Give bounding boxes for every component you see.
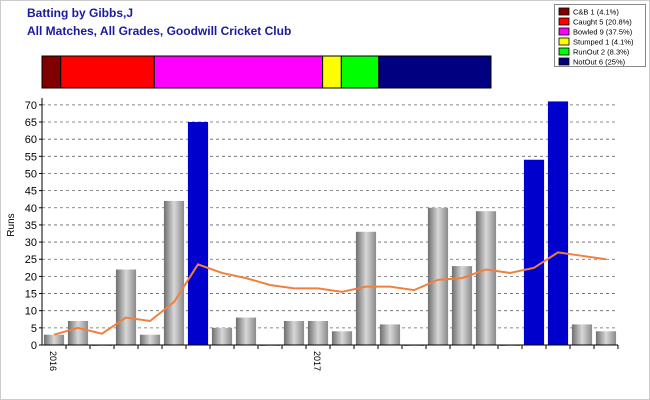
dismissal-segment	[41, 55, 62, 89]
bar	[523, 159, 545, 345]
bar	[67, 320, 89, 345]
average-line	[53, 251, 607, 336]
chart-title: Batting by Gibbs,J	[27, 6, 133, 20]
y-tick-label: 25	[25, 254, 37, 266]
x-tick-label: 2017	[312, 351, 322, 371]
legend-swatch	[558, 57, 570, 66]
y-tick-label: 45	[25, 186, 37, 198]
y-tick-label: 40	[25, 203, 37, 215]
bar	[163, 200, 185, 345]
chart-subtitle: All Matches, All Grades, Goodwill Cricke…	[27, 24, 291, 38]
y-tick-label: 10	[25, 306, 37, 318]
y-tick-label: 20	[25, 271, 37, 283]
bar	[211, 327, 233, 345]
legend-label: Caught 5 (20.8%)	[573, 18, 632, 27]
bar	[139, 334, 161, 345]
bar	[547, 101, 569, 345]
dismissal-segment	[322, 55, 342, 89]
legend-label: C&B 1 (4.1%)	[573, 8, 619, 17]
dismissal-segment	[153, 55, 324, 89]
bar	[355, 231, 377, 345]
bar	[331, 331, 353, 345]
dismissal-segment	[378, 55, 492, 89]
bar	[595, 331, 617, 345]
legend-label: NotOut 6 (25%)	[573, 58, 626, 67]
legend-swatch	[558, 17, 570, 26]
bar	[307, 320, 329, 345]
y-tick-label: 70	[25, 100, 37, 112]
legend-swatch	[558, 47, 570, 56]
legend-label: RunOut 2 (8.3%)	[573, 48, 630, 57]
legend-swatch	[558, 7, 570, 16]
bar	[283, 320, 305, 345]
bar	[379, 324, 401, 345]
bar	[571, 324, 593, 345]
bar	[427, 207, 449, 345]
legend-label: Bowled 9 (37.5%)	[573, 28, 633, 37]
y-tick-label: 55	[25, 151, 37, 163]
bar	[115, 269, 137, 345]
y-tick-label: 15	[25, 289, 37, 301]
y-tick-label: 30	[25, 237, 37, 249]
y-tick-label: 5	[31, 323, 37, 335]
legend-swatch	[558, 27, 570, 36]
y-axis-label: Runs	[6, 213, 17, 236]
legend-label: Stumped 1 (4.1%)	[573, 38, 634, 47]
y-tick-label: 65	[25, 117, 37, 129]
bar	[187, 122, 209, 345]
x-tick-label: 2016	[48, 351, 58, 371]
y-tick-label: 35	[25, 220, 37, 232]
legend-box	[554, 4, 646, 67]
dismissal-segment	[340, 55, 380, 89]
legend-swatch	[558, 37, 570, 46]
bar	[235, 317, 257, 345]
y-tick-label: 60	[25, 134, 37, 146]
y-tick-label: 50	[25, 168, 37, 180]
bar	[43, 334, 65, 345]
bar	[475, 211, 497, 345]
dismissal-segment	[60, 55, 155, 89]
y-tick-label: 0	[31, 340, 37, 352]
bar	[451, 266, 473, 345]
